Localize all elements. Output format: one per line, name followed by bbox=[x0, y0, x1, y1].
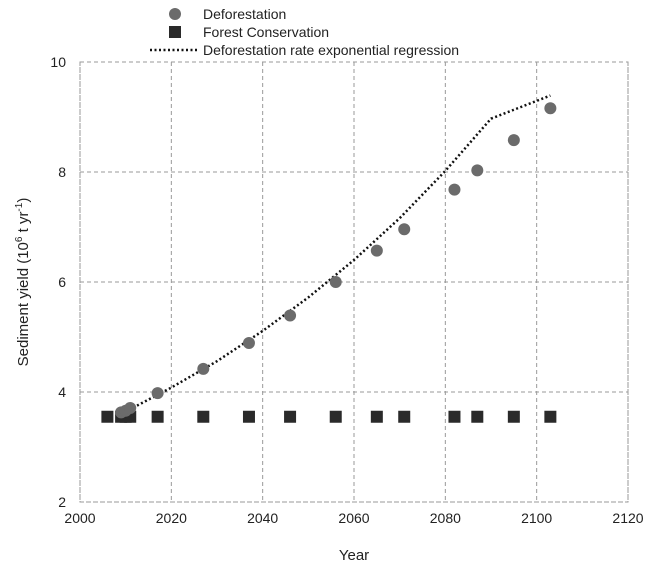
conservation-point bbox=[151, 410, 164, 423]
x-tick-label: 2020 bbox=[156, 510, 187, 526]
deforestation-point bbox=[471, 164, 484, 177]
deforestation-point bbox=[284, 309, 297, 322]
conservation-point bbox=[329, 410, 342, 423]
legend-label: Forest Conservation bbox=[203, 24, 329, 40]
conservation-point bbox=[197, 410, 210, 423]
conservation-point bbox=[370, 410, 383, 423]
regression-line bbox=[120, 94, 551, 416]
tick-labels: 2000 2020 2040 2060 2080 2100 2120 2 4 6 8 10 bbox=[50, 54, 643, 526]
x-tick-label: 2120 bbox=[612, 510, 643, 526]
deforestation-point bbox=[544, 102, 557, 115]
legend-label: Deforestation rate exponential regressio… bbox=[203, 42, 459, 58]
legend-label: Deforestation bbox=[203, 6, 286, 22]
y-axis-title-prefix: Sediment yield (10 bbox=[15, 242, 32, 366]
y-axis-title-sup2: -1 bbox=[14, 202, 25, 211]
deforestation-point bbox=[124, 401, 137, 414]
grid bbox=[79, 61, 629, 503]
series bbox=[101, 94, 557, 423]
conservation-point bbox=[101, 410, 114, 423]
legend-square-icon bbox=[169, 26, 181, 38]
y-tick-label: 4 bbox=[58, 384, 66, 400]
conservation-point bbox=[242, 410, 255, 423]
deforestation-point bbox=[398, 223, 411, 236]
deforestation-point bbox=[329, 276, 342, 288]
conservation-point bbox=[448, 410, 461, 423]
y-tick-label: 8 bbox=[58, 164, 66, 180]
x-axis-title: Year bbox=[339, 547, 369, 564]
legend-circle-icon bbox=[169, 8, 181, 20]
y-axis-title-middle: t yr bbox=[15, 212, 32, 237]
conservation-point bbox=[507, 410, 520, 423]
y-tick-label: 6 bbox=[58, 274, 66, 290]
legend: Deforestation Forest Conservation Deforest… bbox=[150, 6, 459, 58]
deforestation-point bbox=[448, 183, 461, 196]
x-tick-label: 2060 bbox=[338, 510, 369, 526]
x-tick-label: 2000 bbox=[64, 510, 95, 526]
y-axis-title: Sediment yield (106 t yr-1) bbox=[14, 198, 32, 367]
x-tick-label: 2100 bbox=[521, 510, 552, 526]
x-tick-label: 2040 bbox=[247, 510, 278, 526]
deforestation-point bbox=[370, 244, 383, 257]
y-tick-label: 2 bbox=[58, 494, 66, 510]
deforestation-point bbox=[151, 387, 164, 400]
y-axis-title-suffix: ) bbox=[15, 198, 32, 203]
y-tick-label: 10 bbox=[50, 54, 66, 70]
conservation-point bbox=[398, 410, 411, 423]
conservation-point bbox=[284, 410, 297, 423]
plot-frame bbox=[79, 61, 629, 503]
deforestation-point bbox=[197, 362, 210, 375]
deforestation-point bbox=[242, 337, 255, 350]
y-axis-title-sup1: 6 bbox=[14, 236, 25, 242]
conservation-point bbox=[544, 410, 557, 423]
x-tick-label: 2080 bbox=[430, 510, 461, 526]
deforestation-point bbox=[507, 134, 520, 147]
conservation-point bbox=[471, 410, 484, 423]
